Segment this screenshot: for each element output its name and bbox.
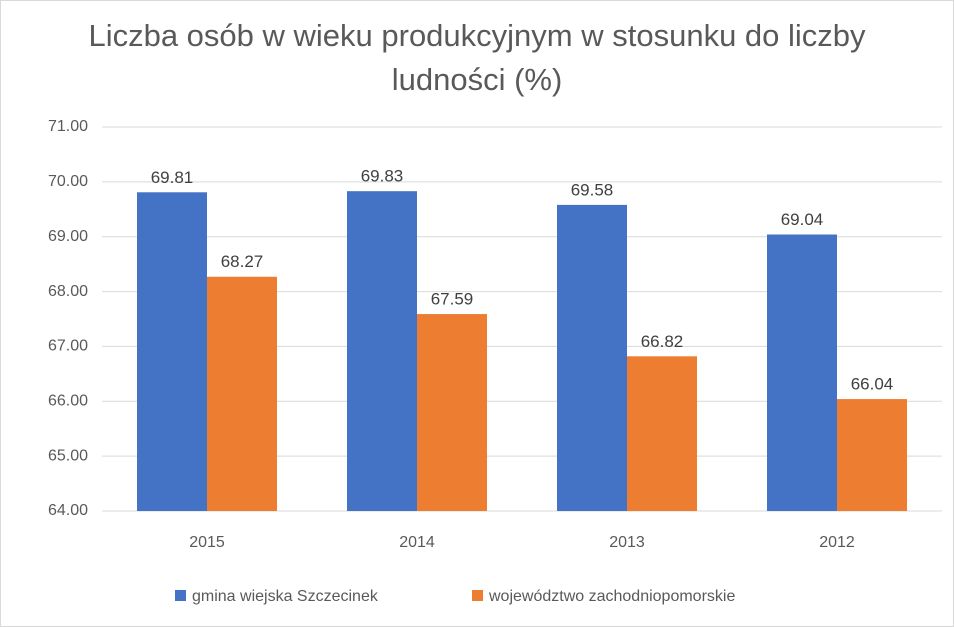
data-label: 69.58 (571, 180, 614, 199)
bar (627, 356, 697, 511)
bar (137, 192, 207, 511)
x-tick-label: 2013 (609, 534, 645, 551)
data-label: 69.83 (361, 167, 404, 186)
data-label: 66.04 (851, 375, 894, 394)
y-tick-label: 65.00 (48, 447, 88, 464)
y-tick-label: 70.00 (48, 173, 88, 190)
y-tick-label: 67.00 (48, 338, 88, 355)
data-label: 68.27 (221, 252, 264, 271)
data-label: 67.59 (431, 290, 474, 309)
bar (417, 314, 487, 511)
x-tick-label: 2015 (189, 534, 225, 551)
legend-swatch (175, 590, 186, 601)
data-label: 69.04 (781, 210, 824, 229)
bar (837, 399, 907, 511)
bar (557, 204, 627, 511)
x-tick-label: 2014 (399, 534, 435, 551)
legend-label: województwo zachodniopomorskie (488, 588, 735, 605)
legend-label: gmina wiejska Szczecinek (192, 588, 379, 605)
data-label: 69.81 (151, 168, 194, 187)
y-tick-label: 64.00 (48, 502, 88, 519)
bar (207, 276, 277, 511)
bar (347, 191, 417, 511)
y-tick-label: 68.00 (48, 283, 88, 300)
bar (767, 234, 837, 511)
y-tick-label: 71.00 (48, 118, 88, 135)
x-tick-label: 2012 (819, 534, 855, 551)
data-label: 66.82 (641, 332, 684, 351)
y-tick-label: 66.00 (48, 393, 88, 410)
legend-swatch (472, 590, 483, 601)
chart-title: Liczba osób w wieku produkcyjnym w stosu… (88, 18, 866, 97)
y-tick-label: 69.00 (48, 228, 88, 245)
